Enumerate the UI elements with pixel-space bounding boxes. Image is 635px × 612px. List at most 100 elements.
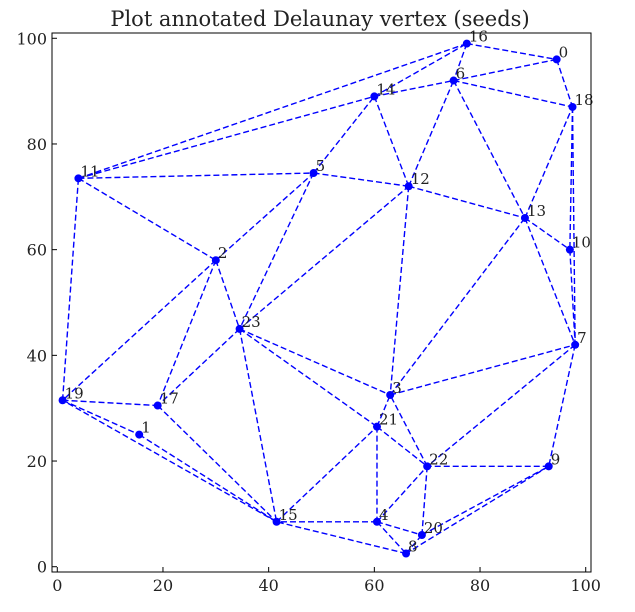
- point-22: [423, 462, 432, 471]
- point-label-20: 20: [424, 519, 443, 537]
- edge-23-3: [239, 328, 391, 396]
- edge-4-8: [376, 521, 407, 554]
- point-20: [417, 531, 426, 540]
- point-1: [135, 430, 144, 439]
- edge-11-16: [78, 42, 468, 179]
- edge-11-2: [78, 177, 217, 261]
- edge-14-6: [374, 79, 454, 98]
- edge-13-7: [524, 217, 576, 346]
- edge-16-0: [466, 42, 557, 61]
- point-18: [568, 102, 577, 111]
- edge-21-3: [376, 394, 391, 427]
- edge-3-13: [389, 217, 526, 396]
- point-label-2: 2: [218, 244, 228, 262]
- edge-2-19: [62, 259, 217, 401]
- edge-23-12: [239, 185, 410, 330]
- point-8: [402, 549, 411, 558]
- edge-19-1: [62, 399, 140, 436]
- point-label-1: 1: [141, 419, 151, 437]
- edge-7-22: [426, 344, 576, 467]
- y-tick-label: 40: [27, 346, 47, 365]
- edge-1-15: [138, 434, 277, 523]
- edge-4-22: [376, 465, 428, 523]
- edge-5-12: [313, 172, 409, 187]
- edge-14-12: [373, 96, 410, 187]
- edge-18-10: [569, 106, 574, 250]
- x-tick-label: 40: [258, 576, 278, 595]
- edges-layer: [61, 42, 576, 555]
- edge-12-3: [389, 186, 410, 396]
- y-tick-label: 80: [27, 135, 47, 154]
- edge-7-9: [548, 344, 576, 467]
- edge-3-7: [390, 344, 576, 396]
- point-21: [372, 422, 381, 431]
- point-label-18: 18: [575, 91, 594, 109]
- x-tick-label: 60: [364, 576, 384, 595]
- edge-2-5: [215, 172, 315, 261]
- edge-5-14: [313, 95, 375, 174]
- x-tick-label: 100: [570, 576, 601, 595]
- edge-11-5: [78, 172, 314, 180]
- points-layer: [58, 39, 580, 558]
- y-tick-label: 20: [27, 452, 47, 471]
- point-10: [565, 245, 574, 254]
- edge-6-0: [453, 58, 557, 82]
- point-label-23: 23: [242, 313, 261, 331]
- point-label-19: 19: [65, 384, 84, 402]
- point-label-21: 21: [379, 411, 398, 429]
- point-9: [544, 462, 553, 471]
- point-6: [449, 76, 458, 85]
- edge-23-21: [239, 328, 378, 428]
- point-5: [309, 169, 318, 178]
- edge-19-11: [61, 178, 80, 401]
- point-label-14: 14: [376, 80, 395, 98]
- edge-11-14: [78, 95, 375, 179]
- y-tick-label: 0: [37, 558, 47, 577]
- edge-4-20: [376, 521, 423, 536]
- edge-16-6: [452, 43, 468, 81]
- x-tick-label: 20: [153, 576, 173, 595]
- point-label-11: 11: [80, 162, 99, 180]
- edge-5-23: [238, 172, 315, 330]
- point-14: [370, 92, 379, 101]
- point-19: [58, 396, 67, 405]
- point-4: [372, 517, 381, 526]
- point-label-9: 9: [551, 450, 561, 468]
- edge-18-7: [571, 106, 576, 345]
- point-label-6: 6: [456, 65, 466, 83]
- y-tick-label: 60: [27, 241, 47, 260]
- edge-10-7: [569, 249, 576, 345]
- edge-9-8: [405, 465, 550, 555]
- point-label-7: 7: [577, 329, 587, 347]
- edge-15-21: [276, 426, 378, 523]
- edge-23-17: [157, 328, 241, 407]
- point-13: [520, 213, 529, 222]
- edge-17-15: [157, 405, 278, 523]
- point-15: [272, 517, 281, 526]
- point-label-10: 10: [572, 234, 591, 252]
- y-axis: 0 20 40 60 80 100: [16, 29, 57, 577]
- edge-13-10: [524, 217, 571, 251]
- point-label-5: 5: [316, 157, 326, 175]
- edge-23-15: [238, 328, 278, 522]
- point-label-17: 17: [160, 390, 179, 408]
- point-label-0: 0: [559, 43, 569, 61]
- point-label-16: 16: [469, 28, 488, 46]
- x-axis: 0 20 40 60 80 100: [52, 567, 601, 595]
- x-tick-label: 80: [470, 576, 490, 595]
- edge-2-23: [215, 259, 241, 330]
- edge-0-18: [555, 59, 574, 108]
- y-tick-label: 100: [16, 29, 47, 48]
- point-2: [211, 256, 220, 265]
- chart-title: Plot annotated Delaunay vertex (seeds): [110, 7, 529, 31]
- edge-12-13: [408, 185, 526, 219]
- edge-6-18: [453, 79, 573, 108]
- point-label-15: 15: [279, 506, 298, 524]
- point-11: [74, 174, 83, 183]
- edge-2-17: [157, 259, 217, 406]
- point-16: [462, 39, 471, 48]
- point-7: [571, 340, 580, 349]
- edge-6-13: [452, 80, 526, 219]
